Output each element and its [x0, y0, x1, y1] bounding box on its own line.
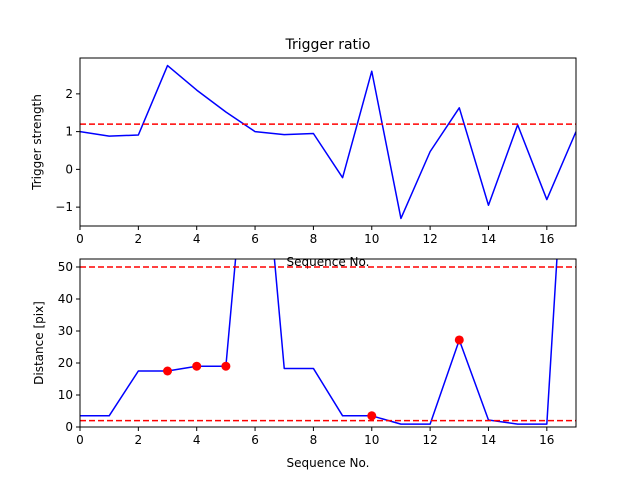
- x-tick-label: 2: [135, 232, 143, 246]
- plot-area: [80, 64, 576, 220]
- y-axis-label: Distance [pix]: [32, 301, 46, 385]
- axes-frame: [79, 258, 577, 428]
- x-tick-label: 4: [193, 433, 201, 447]
- y-tick-label: 40: [58, 292, 73, 306]
- series-line: [80, 259, 558, 425]
- x-tick-label: 0: [76, 232, 84, 246]
- x-tick-label: 0: [76, 433, 84, 447]
- axes-frame: [79, 57, 577, 227]
- x-tick-label: 12: [422, 232, 437, 246]
- marker-point: [221, 361, 231, 371]
- y-tick-label: 0: [65, 162, 73, 176]
- plot-area: [80, 259, 576, 425]
- y-tick-label: 1: [65, 125, 73, 139]
- y-tick-label: 20: [58, 356, 73, 370]
- marker-point: [454, 335, 464, 345]
- x-tick-label: 8: [310, 232, 318, 246]
- marker-point: [163, 366, 173, 376]
- series-line: [80, 64, 576, 220]
- y-tick-label: 10: [58, 388, 73, 402]
- y-tick-label: 2: [65, 87, 73, 101]
- y-tick-label: −1: [55, 200, 73, 214]
- y-axis-label: Trigger strength: [30, 94, 44, 191]
- x-tick-label: 14: [481, 232, 496, 246]
- x-tick-label: 16: [539, 232, 554, 246]
- x-tick-label: 10: [364, 433, 379, 447]
- ticks-group: 0 2 4 6 8 10 12 14 16 0 10 20 30 40 50: [58, 260, 555, 447]
- y-tick-label: 0: [65, 420, 73, 434]
- x-tick-label: 6: [251, 232, 259, 246]
- x-tick-label: 14: [481, 433, 496, 447]
- distance-panel: 0 2 4 6 8 10 12 14 16 0 10 20 30 40 50 Sequence No. Di…: [32, 258, 577, 470]
- x-tick-label: 2: [135, 433, 143, 447]
- x-tick-label: 10: [364, 232, 379, 246]
- x-tick-label: 6: [251, 433, 259, 447]
- chart-title: Trigger ratio: [284, 37, 370, 53]
- marker-point: [367, 411, 377, 421]
- y-tick-label: 30: [58, 324, 73, 338]
- x-tick-label: 16: [539, 433, 554, 447]
- x-tick-label: 12: [422, 433, 437, 447]
- x-tick-label: 8: [310, 433, 318, 447]
- y-tick-label: 50: [58, 260, 73, 274]
- x-tick-label: 4: [193, 232, 201, 246]
- x-axis-label: Sequence No.: [287, 456, 370, 470]
- marker-point: [192, 361, 202, 371]
